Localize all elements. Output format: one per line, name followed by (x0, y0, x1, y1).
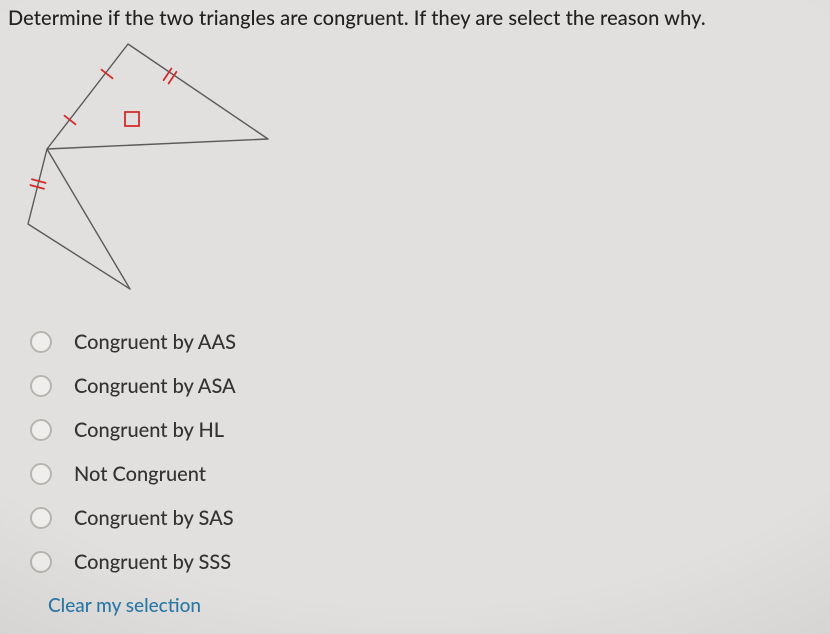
option-label: Not Congruent (74, 462, 206, 486)
radio-icon (30, 551, 52, 573)
radio-icon (30, 419, 52, 441)
triangle-diagram (10, 34, 290, 304)
radio-icon (30, 331, 52, 353)
option-label: Congruent by SAS (74, 506, 234, 530)
option-sas[interactable]: Congruent by SAS (30, 496, 236, 540)
option-sss[interactable]: Congruent by SSS (30, 540, 236, 584)
option-asa[interactable]: Congruent by ASA (30, 364, 236, 408)
question-text: Determine if the two triangles are congr… (8, 6, 706, 30)
option-label: Congruent by AAS (74, 330, 236, 354)
clear-selection-link[interactable]: Clear my selection (48, 594, 201, 617)
option-label: Congruent by SSS (74, 550, 231, 574)
option-aas[interactable]: Congruent by AAS (30, 320, 236, 364)
option-hl[interactable]: Congruent by HL (30, 408, 236, 452)
radio-icon (30, 507, 52, 529)
options-group: Congruent by AAS Congruent by ASA Congru… (30, 320, 236, 584)
radio-icon (30, 375, 52, 397)
option-label: Congruent by ASA (74, 374, 236, 398)
option-label: Congruent by HL (74, 418, 224, 442)
radio-icon (30, 463, 52, 485)
option-not-congruent[interactable]: Not Congruent (30, 452, 236, 496)
